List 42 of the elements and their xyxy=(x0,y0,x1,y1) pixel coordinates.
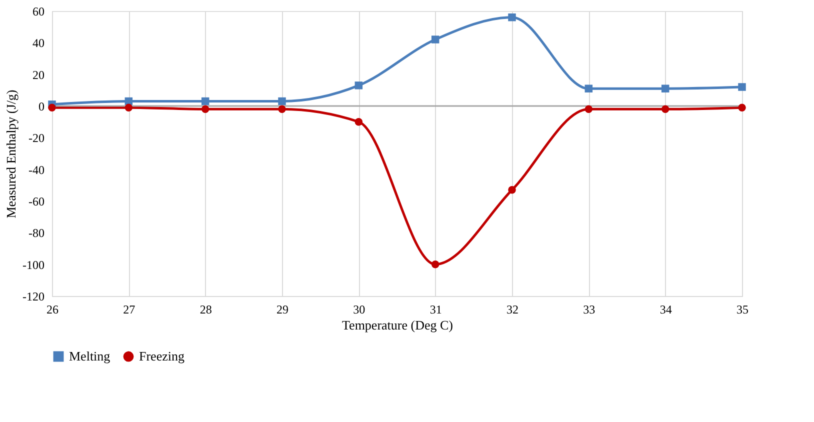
x-tick-label: 31 xyxy=(430,302,442,316)
x-tick-label: 30 xyxy=(353,302,366,316)
point xyxy=(661,84,670,92)
x-tick-label: 28 xyxy=(200,302,212,316)
x-tick-label: 35 xyxy=(736,302,748,316)
y-tick-label: -80 xyxy=(28,226,44,240)
x-tick-label: 26 xyxy=(46,302,58,316)
point xyxy=(738,83,746,91)
point xyxy=(738,104,746,112)
x-tick-label: 33 xyxy=(583,302,596,316)
point xyxy=(584,84,593,92)
x-tick-label: 32 xyxy=(506,302,518,316)
legend-label: Melting xyxy=(69,348,111,364)
point xyxy=(431,36,440,44)
point xyxy=(48,104,56,112)
point xyxy=(354,118,363,126)
point xyxy=(201,97,210,106)
legend-label: Freezing xyxy=(139,348,185,364)
point xyxy=(508,13,516,22)
y-tick-label: 20 xyxy=(32,68,44,82)
point xyxy=(508,186,516,194)
y-tick-label: -40 xyxy=(28,162,44,177)
x-axis-title: Temperature (Deg C) xyxy=(342,318,453,332)
x-tick-label: 27 xyxy=(123,302,136,316)
point xyxy=(584,105,593,114)
y-tick-label: -100 xyxy=(22,258,44,272)
y-tick-label: -120 xyxy=(22,290,44,304)
y-tick-label: 40 xyxy=(32,36,44,50)
point xyxy=(278,97,286,106)
point xyxy=(354,82,363,90)
y-tick-label: 0 xyxy=(38,100,44,114)
point xyxy=(124,104,133,112)
x-tick-label: 34 xyxy=(660,302,672,316)
y-axis-title: Measured Enthalpy (J/g) xyxy=(4,90,19,218)
point xyxy=(661,105,670,114)
y-tick-label: -60 xyxy=(28,194,44,208)
point xyxy=(431,260,440,268)
point xyxy=(278,105,286,114)
y-tick-label: -20 xyxy=(28,131,44,146)
x-tick-label: 29 xyxy=(276,302,288,316)
point xyxy=(201,105,210,114)
y-tick-label: 60 xyxy=(32,4,44,18)
